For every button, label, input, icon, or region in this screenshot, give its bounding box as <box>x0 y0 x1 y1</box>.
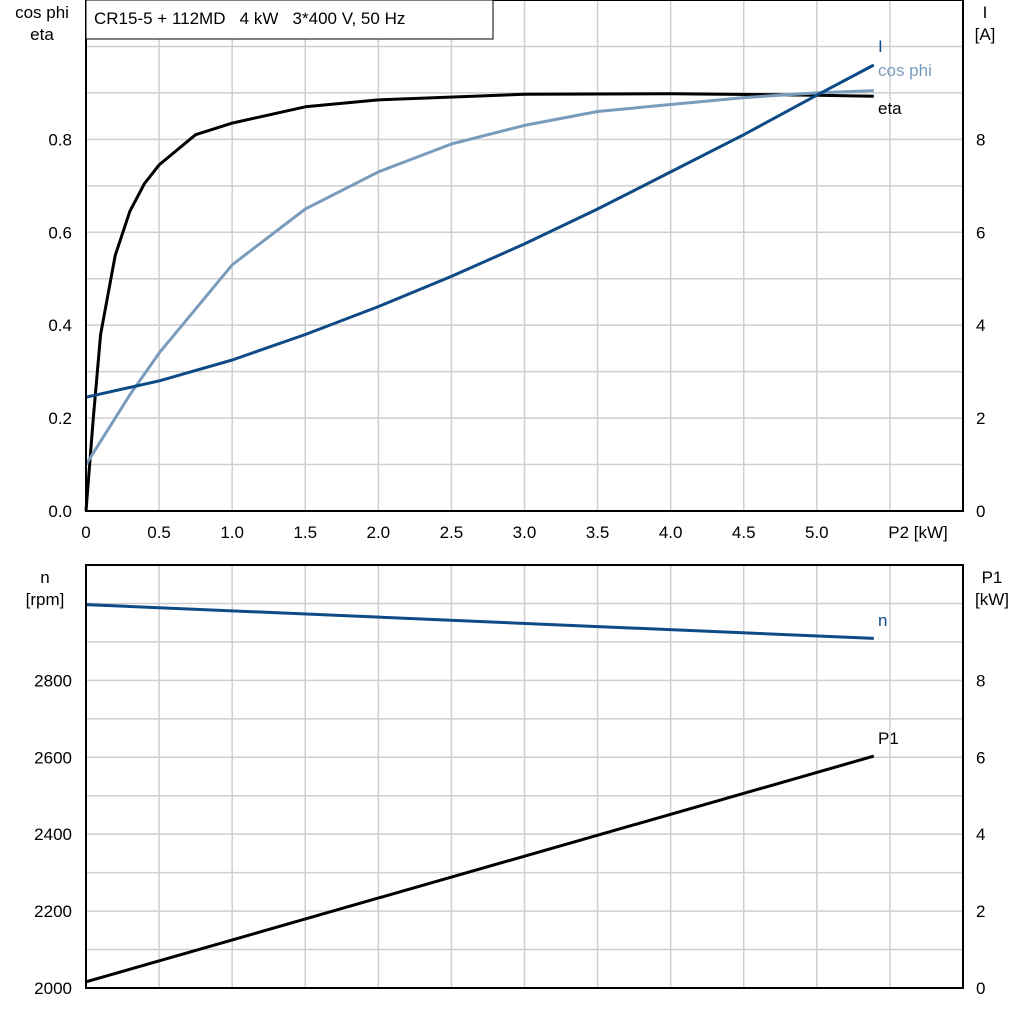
x-tick-label: 0.5 <box>147 523 171 542</box>
y-left-tick-label: 0.0 <box>48 502 72 521</box>
x-tick-label: 0 <box>81 523 90 542</box>
x-tick-label: 3.5 <box>586 523 610 542</box>
y-right-tick-label: 4 <box>976 316 985 335</box>
series-n-label: n <box>878 611 887 630</box>
x-axis-label: P2 [kW] <box>888 523 948 542</box>
y-left-tick-label: 2400 <box>34 825 72 844</box>
y-right-tick-label: 2 <box>976 902 985 921</box>
y-right-tick-label: 6 <box>976 223 985 242</box>
y-left-axis-label: n <box>40 568 49 587</box>
y-right-axis-label: I <box>983 3 988 22</box>
y-right-axis-label: [A] <box>975 25 996 44</box>
y-right-tick-label: 0 <box>976 502 985 521</box>
series-i-line <box>85 63 875 399</box>
y-left-tick-label: 0.6 <box>48 223 72 242</box>
y-left-axis-label: cos phi <box>15 3 69 22</box>
y-left-tick-label: 2800 <box>34 671 72 690</box>
series-i-label: I <box>878 37 883 56</box>
y-right-axis-label: P1 <box>982 568 1003 587</box>
y-left-tick-label: 0.8 <box>48 130 72 149</box>
title-box <box>85 0 494 40</box>
x-tick-label: 2.5 <box>440 523 464 542</box>
x-tick-label: 4.0 <box>659 523 683 542</box>
y-left-axis-label: [rpm] <box>26 590 65 609</box>
y-right-tick-label: 8 <box>976 130 985 149</box>
series-eta-line <box>84 92 874 512</box>
y-left-axis-label: eta <box>30 25 54 44</box>
y-left-tick-label: 2200 <box>34 902 72 921</box>
y-left-tick-label: 0.4 <box>48 316 72 335</box>
x-tick-label: 1.0 <box>220 523 244 542</box>
x-tick-label: 2.0 <box>367 523 391 542</box>
y-left-tick-label: 2600 <box>34 748 72 767</box>
series-p1-line <box>85 754 875 984</box>
series-p1-label: P1 <box>878 729 899 748</box>
y-right-axis-label: [kW] <box>975 590 1009 609</box>
x-tick-label: 5.0 <box>805 523 829 542</box>
y-left-tick-label: 0.2 <box>48 409 72 428</box>
series-cos-phi-label: cos phi <box>878 61 932 80</box>
y-right-tick-label: 6 <box>976 748 985 767</box>
x-tick-label: 3.0 <box>513 523 537 542</box>
y-left-tick-label: 2000 <box>34 979 72 998</box>
series-n-line <box>85 603 874 640</box>
y-right-tick-label: 2 <box>976 409 985 428</box>
x-tick-label: 1.5 <box>293 523 317 542</box>
y-right-tick-label: 0 <box>976 979 985 998</box>
chart-title: CR15-5 + 112MD 4 kW 3*400 V, 50 Hz <box>94 9 405 28</box>
y-right-tick-label: 8 <box>976 671 985 690</box>
x-tick-label: 4.5 <box>732 523 756 542</box>
series-cos-phi-line <box>84 89 874 466</box>
plot-frame <box>85 564 964 989</box>
series-eta-label: eta <box>878 99 902 118</box>
y-right-tick-label: 4 <box>976 825 985 844</box>
plot-frame <box>85 0 964 512</box>
